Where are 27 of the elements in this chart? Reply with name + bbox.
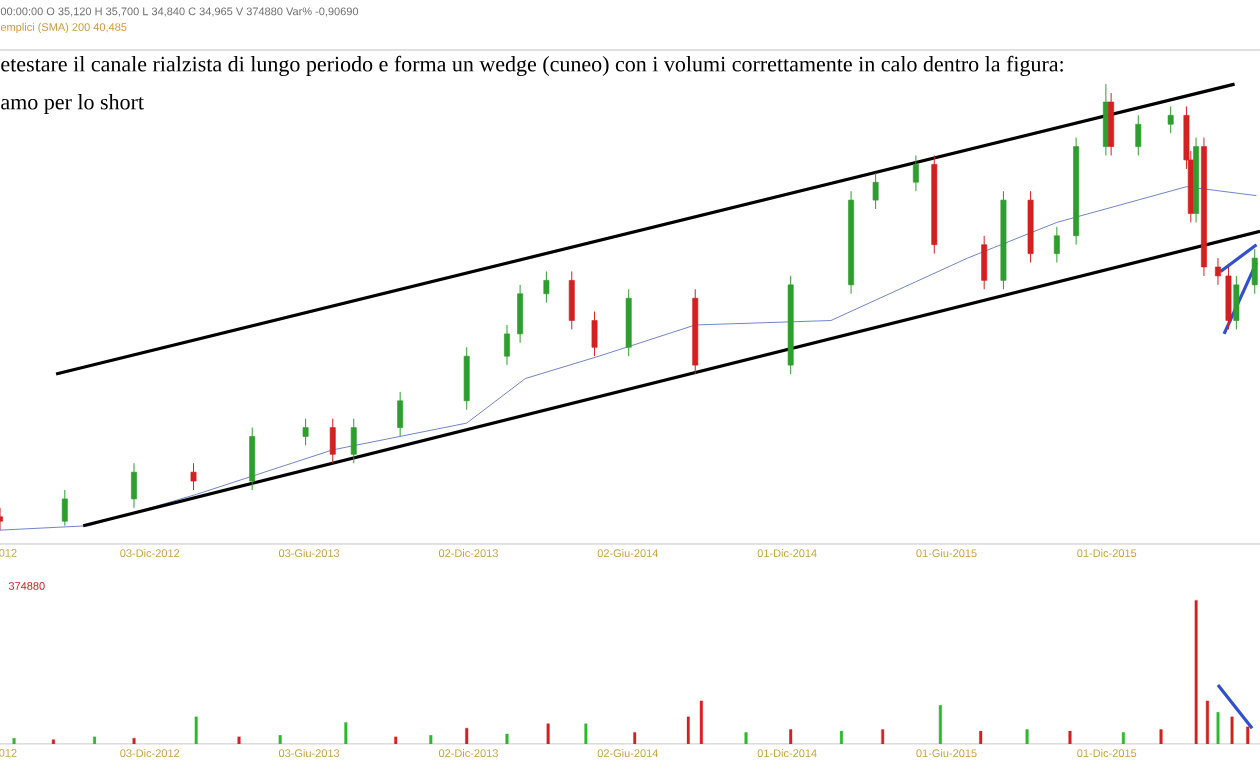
candlestick xyxy=(249,427,256,491)
candlestick xyxy=(350,418,357,464)
candlestick xyxy=(1108,92,1115,156)
candlestick xyxy=(981,235,988,290)
candlestick xyxy=(1053,226,1060,264)
candlestick xyxy=(568,270,575,330)
candlestick xyxy=(131,462,137,509)
candlestick xyxy=(1215,257,1221,286)
candlestick xyxy=(1225,266,1232,330)
candlestick xyxy=(329,418,336,464)
candlestick xyxy=(517,284,524,344)
candlestick xyxy=(397,391,404,437)
candlestick xyxy=(463,346,470,411)
candlestick xyxy=(591,311,598,357)
candlestick xyxy=(302,418,309,446)
candlestick xyxy=(1135,114,1142,156)
candlestick xyxy=(61,489,68,527)
candlestick xyxy=(1233,275,1240,330)
candlestick xyxy=(912,155,919,192)
candlestick xyxy=(1251,248,1258,295)
chart-title: etestare il canale rialzista di lungo periodo e forma un wedge (cuneo) con i volumi correttamente in calo dentro la figura: xyxy=(1,55,1063,77)
candlestick xyxy=(543,270,550,304)
candlestick xyxy=(190,462,197,491)
candlestick xyxy=(1167,105,1174,134)
candlestick xyxy=(872,172,879,210)
chart-subtitle: amo per lo short xyxy=(1,94,144,114)
candlestick xyxy=(504,324,510,366)
